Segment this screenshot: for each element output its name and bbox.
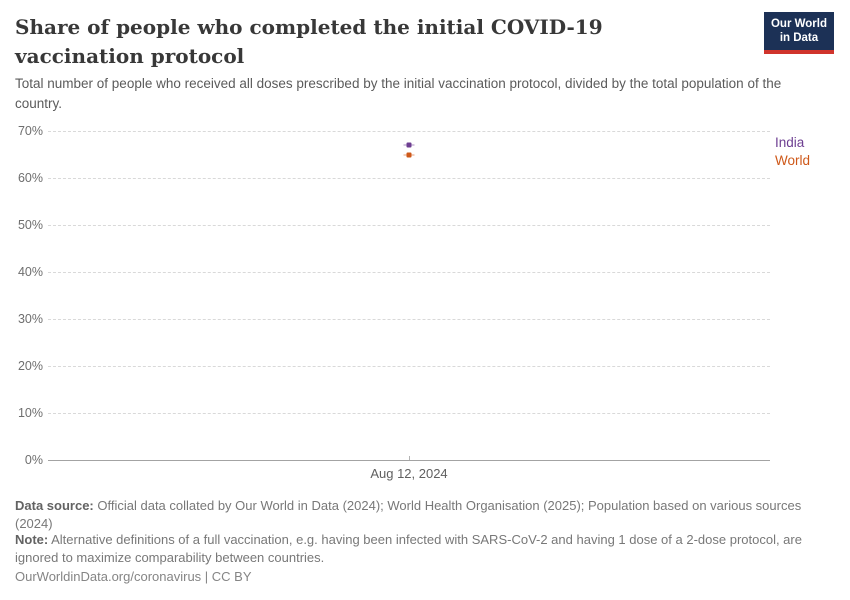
y-axis-tick-label: 30% <box>17 312 43 326</box>
gridline <box>48 366 770 367</box>
legend-item-world[interactable]: World <box>775 153 811 168</box>
owid-logo-line1: Our World <box>770 18 827 30</box>
data-point-world[interactable] <box>403 152 415 157</box>
gridline <box>48 178 770 179</box>
x-axis-tick-label: Aug 12, 2024 <box>370 466 448 481</box>
y-axis-tick-label: 10% <box>17 406 43 420</box>
attribution: OurWorldinData.org/coronavirus | CC BY <box>15 569 252 584</box>
data-source-label: Data source: <box>15 498 94 513</box>
x-axis-line <box>48 460 770 461</box>
y-axis-tick-label: 40% <box>17 265 43 279</box>
page-title: Share of people who completed the initia… <box>15 15 603 68</box>
y-axis-tick-label: 70% <box>17 124 43 138</box>
gridline <box>48 225 770 226</box>
data-source-text: Official data collated by Our World in D… <box>15 498 802 531</box>
y-axis-tick-label: 20% <box>17 359 43 373</box>
gridline <box>48 413 770 414</box>
gridline <box>48 272 770 273</box>
x-axis-tick <box>409 456 410 460</box>
owid-logo-line2: in Data <box>779 31 819 44</box>
note-label: Note: <box>15 532 49 547</box>
y-axis-tick-label: 60% <box>17 171 43 185</box>
owid-logo: Our World in Data <box>763 12 834 54</box>
chart-subtitle: Total number of people who received all … <box>15 76 782 111</box>
data-point-india[interactable] <box>403 142 415 148</box>
gridline <box>48 131 770 132</box>
gridline <box>48 319 770 320</box>
data-source-line: Data source: Official data collated by O… <box>15 497 825 532</box>
note-text: Alternative definitions of a full vaccin… <box>15 532 802 565</box>
y-axis-tick-label: 50% <box>17 218 43 232</box>
note-line: Note: Alternative definitions of a full … <box>15 531 825 566</box>
legend-item-india[interactable]: India <box>775 135 805 150</box>
y-axis-tick-label: 0% <box>24 453 43 467</box>
